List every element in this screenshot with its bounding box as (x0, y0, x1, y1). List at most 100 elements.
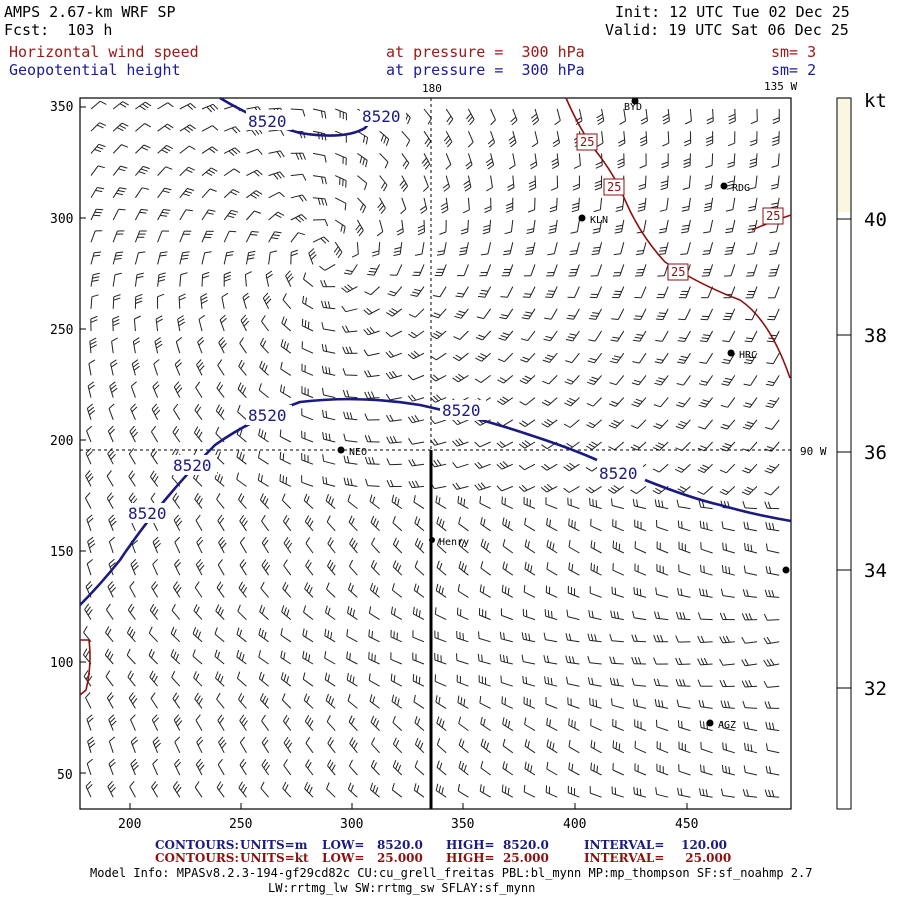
wind-barb (589, 616, 602, 621)
wind-barb (174, 364, 181, 376)
wind-barb (151, 786, 159, 798)
wind-barb-feather (594, 180, 602, 184)
wind-barb-feather (453, 336, 461, 340)
wind-barb (594, 330, 603, 342)
wind-barb-feather (430, 335, 438, 340)
wind-barb-feather (306, 584, 311, 592)
wind-barb (104, 654, 114, 665)
wind-barb-feather (380, 182, 386, 189)
wind-barb-feather (151, 473, 157, 480)
wind-barb-feather (386, 480, 391, 487)
wind-barb (349, 743, 358, 754)
wind-barb-feather (746, 486, 754, 491)
wind-barb-feather (455, 375, 462, 381)
wind-barb (346, 679, 358, 687)
colorbar: kt 40 38 36 34 32 (836, 90, 887, 810)
wind-barb (134, 209, 142, 221)
wind-barb-feather (408, 481, 413, 488)
wind-barb-feather (216, 492, 221, 500)
wind-barb (479, 502, 491, 510)
wind-barb-feather (366, 307, 373, 314)
wind-barb (753, 219, 758, 232)
wind-barb-feather (745, 402, 753, 406)
wind-barb (90, 252, 95, 265)
wind-barb (193, 477, 203, 487)
wind-barb (126, 654, 136, 665)
wind-barb-feather (485, 742, 489, 750)
wind-barb-feather (273, 173, 279, 180)
wind-barb-feather (260, 430, 264, 438)
wind-barb (688, 197, 691, 210)
wind-barb-feather (744, 658, 749, 666)
wind-barb (379, 197, 386, 209)
wind-barb (546, 768, 558, 776)
wind-barb-feather (742, 589, 746, 597)
wind-barb (634, 526, 647, 532)
wind-barb-feather (417, 231, 425, 236)
wind-barb (480, 767, 491, 776)
wind-barb (767, 572, 780, 576)
wind-barb (201, 125, 213, 132)
wind-barb-feather (369, 694, 373, 702)
wind-barb-feather (458, 560, 462, 568)
wind-barb-feather (458, 738, 462, 746)
wind-barb (568, 485, 580, 493)
wind-barb-feather (129, 606, 135, 613)
wind-barb-feather (342, 368, 346, 376)
wind-barb (323, 416, 336, 421)
wind-barb-feather (187, 187, 195, 191)
wind-barb-feather (86, 425, 93, 432)
wind-barb-feather (130, 758, 137, 765)
wind-barb-feather (477, 295, 486, 298)
wind-barb-feather (483, 540, 487, 548)
wind-barb-feather (611, 698, 613, 706)
wind-barb-feather (744, 362, 752, 365)
wind-barb-feather (217, 559, 223, 566)
wind-barb (705, 375, 714, 386)
wind-barb (458, 767, 469, 776)
meridian-label: 180 (422, 82, 442, 95)
wind-barb-feather (190, 103, 197, 109)
wind-barb-feather (152, 584, 158, 591)
wind-barb-feather (765, 765, 768, 773)
wind-barb (134, 187, 143, 199)
wind-barb-feather (280, 384, 283, 392)
wind-barb (642, 242, 647, 254)
wind-barb-feather (362, 135, 366, 143)
wind-barb (258, 678, 269, 687)
wind-barb (681, 441, 691, 451)
wind-barb-feather (677, 520, 680, 528)
wind-barb (390, 636, 403, 643)
wind-barb-feather (681, 231, 689, 234)
wind-barb (415, 744, 425, 754)
wind-barb-feather (768, 589, 772, 597)
wind-barb (744, 507, 758, 510)
wind-barb-feather (506, 655, 509, 663)
wind-barb (523, 703, 536, 709)
wind-barb-feather (457, 495, 460, 503)
wind-barb-feather (196, 495, 201, 502)
wind-barb-feather (633, 379, 641, 383)
wind-barb-feather (391, 307, 398, 313)
wind-barb-feather (131, 761, 138, 768)
wind-barb (645, 131, 648, 144)
wind-barb (678, 526, 691, 532)
wind-barb-feather (540, 487, 547, 493)
wind-barb-feather (237, 404, 241, 412)
wind-barb (367, 352, 380, 357)
wind-barb-feather (566, 609, 569, 617)
wind-barb (157, 230, 163, 243)
wind-barb-feather (771, 202, 779, 205)
wind-barb-feather (594, 634, 597, 642)
wind-barb-feather (174, 695, 180, 702)
wind-barb (412, 441, 425, 445)
wind-barb (436, 567, 447, 576)
wind-barb-feather (637, 205, 646, 209)
wind-barb-feather (232, 189, 240, 194)
wind-barb (327, 543, 336, 554)
wind-barb-feather (350, 517, 355, 525)
wind-barb (599, 197, 603, 210)
wind-barb-feather (152, 536, 159, 543)
wind-barb-feather (227, 215, 235, 219)
wind-barb-feather (106, 470, 112, 477)
